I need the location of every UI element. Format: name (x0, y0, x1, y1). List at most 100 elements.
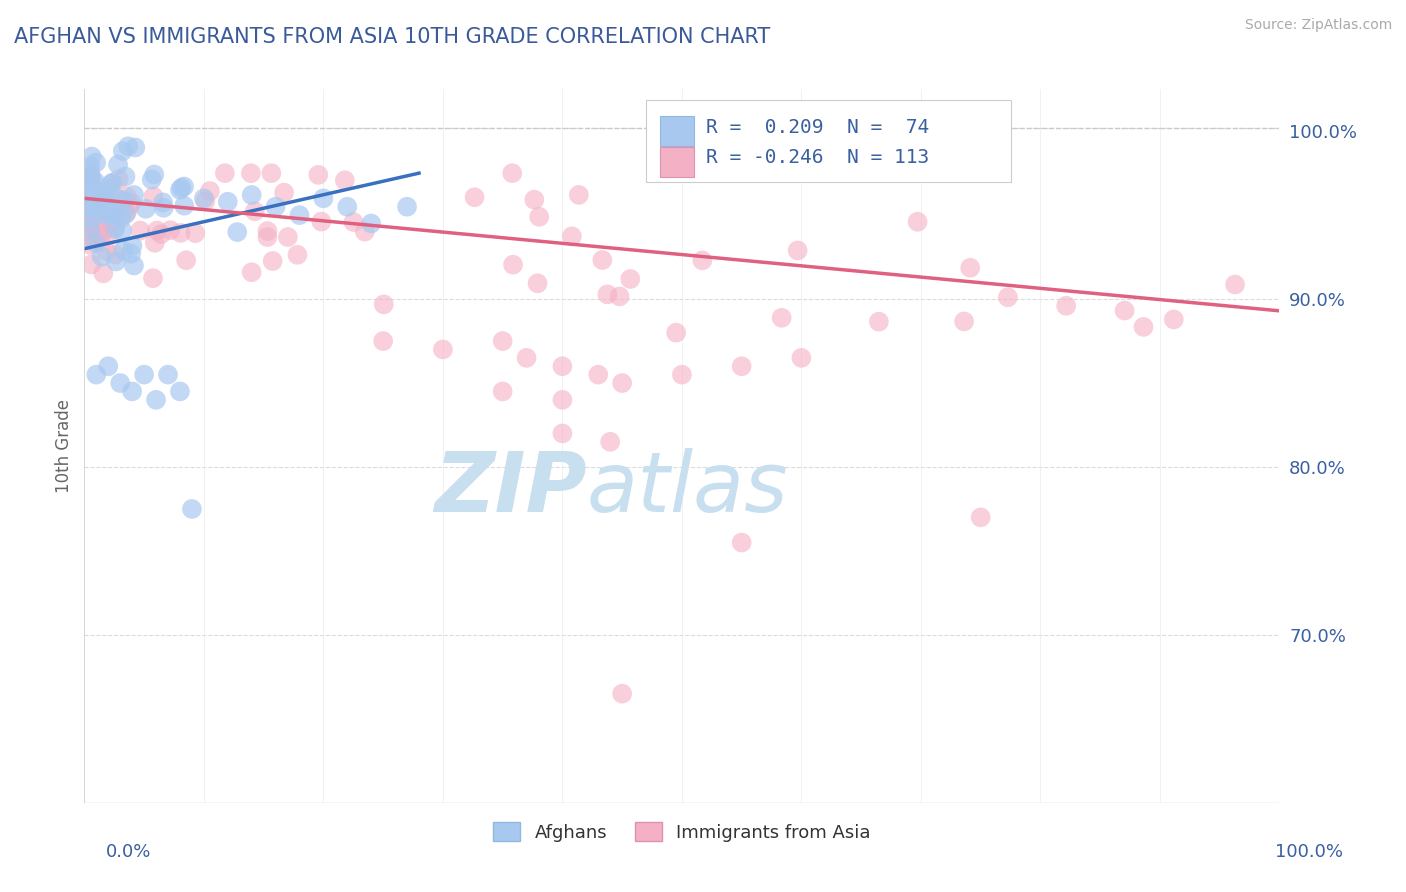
Point (692, 253, 714, 268)
Point (94, 244, 117, 259)
Point (107, 172, 129, 186)
Point (551, 359, 574, 374)
Point (79, 218, 101, 232)
Point (619, 272, 641, 286)
Point (79, 201, 101, 215)
Point (93, 224, 115, 238)
Point (997, 290, 1019, 304)
Point (121, 239, 143, 253)
Point (353, 225, 375, 239)
Point (96, 187, 118, 202)
Point (79, 228, 101, 243)
Point (1114, 303, 1136, 318)
Point (80, 257, 103, 271)
Point (502, 258, 524, 272)
Point (87, 227, 110, 242)
Point (770, 310, 793, 325)
Text: ZIP: ZIP (433, 449, 586, 529)
Point (143, 168, 166, 182)
Point (214, 166, 236, 180)
Point (111, 144, 134, 158)
Point (256, 224, 278, 238)
Point (79, 160, 101, 174)
Point (80, 169, 103, 184)
Point (141, 172, 163, 186)
Point (90, 250, 112, 264)
Text: AFGHAN VS IMMIGRANTS FROM ASIA 10TH GRADE CORRELATION CHART: AFGHAN VS IMMIGRANTS FROM ASIA 10TH GRAD… (14, 27, 770, 46)
Point (307, 168, 329, 182)
Point (104, 247, 127, 261)
Point (181, 502, 204, 516)
Point (79, 187, 101, 202)
Point (551, 392, 574, 407)
Point (104, 211, 127, 225)
Point (169, 384, 191, 399)
Point (79, 200, 101, 214)
Point (731, 359, 754, 374)
Point (262, 254, 284, 268)
Point (80, 211, 103, 225)
Point (464, 190, 486, 204)
Point (79, 189, 101, 203)
Text: atlas: atlas (586, 449, 787, 529)
Point (492, 384, 515, 399)
Point (868, 315, 890, 329)
Point (970, 510, 993, 524)
Point (91, 201, 114, 215)
Point (184, 226, 207, 240)
Point (527, 210, 550, 224)
Point (360, 217, 382, 231)
Point (79, 222, 101, 236)
Point (198, 184, 221, 198)
Point (79, 238, 101, 252)
Point (115, 205, 138, 219)
Point (142, 271, 165, 285)
Point (170, 181, 193, 195)
Point (288, 208, 311, 222)
Point (953, 314, 976, 328)
Point (103, 221, 125, 235)
Point (264, 200, 287, 214)
Point (143, 235, 166, 250)
Point (599, 434, 621, 449)
Point (731, 535, 754, 549)
Point (135, 202, 157, 216)
Point (588, 368, 610, 382)
Point (173, 179, 195, 194)
FancyBboxPatch shape (647, 100, 1011, 182)
Point (1132, 319, 1154, 334)
Point (120, 195, 142, 210)
Point (169, 183, 191, 197)
Point (84, 235, 107, 250)
Point (217, 194, 239, 209)
Point (112, 244, 135, 258)
Point (115, 189, 138, 203)
Point (79, 171, 101, 186)
Point (82, 173, 104, 187)
Point (312, 191, 335, 205)
Text: 100.0%: 100.0% (1275, 843, 1343, 861)
Point (86, 368, 108, 382)
Point (523, 193, 546, 207)
Text: Source: ZipAtlas.com: Source: ZipAtlas.com (1244, 18, 1392, 32)
Y-axis label: 10th Grade: 10th Grade (55, 399, 73, 493)
Point (124, 140, 146, 154)
Point (146, 223, 169, 237)
Point (93, 185, 115, 199)
Point (97, 228, 120, 243)
Point (173, 199, 195, 213)
Point (82, 180, 104, 194)
Point (432, 343, 454, 357)
Point (79, 223, 101, 237)
Point (609, 289, 631, 303)
Point (129, 223, 152, 237)
Point (91, 208, 114, 222)
Point (150, 227, 173, 241)
Point (79, 180, 101, 194)
Point (1223, 277, 1246, 292)
Point (114, 207, 136, 221)
Point (80, 149, 103, 163)
Point (240, 188, 263, 202)
Point (959, 260, 981, 275)
FancyBboxPatch shape (661, 147, 695, 177)
